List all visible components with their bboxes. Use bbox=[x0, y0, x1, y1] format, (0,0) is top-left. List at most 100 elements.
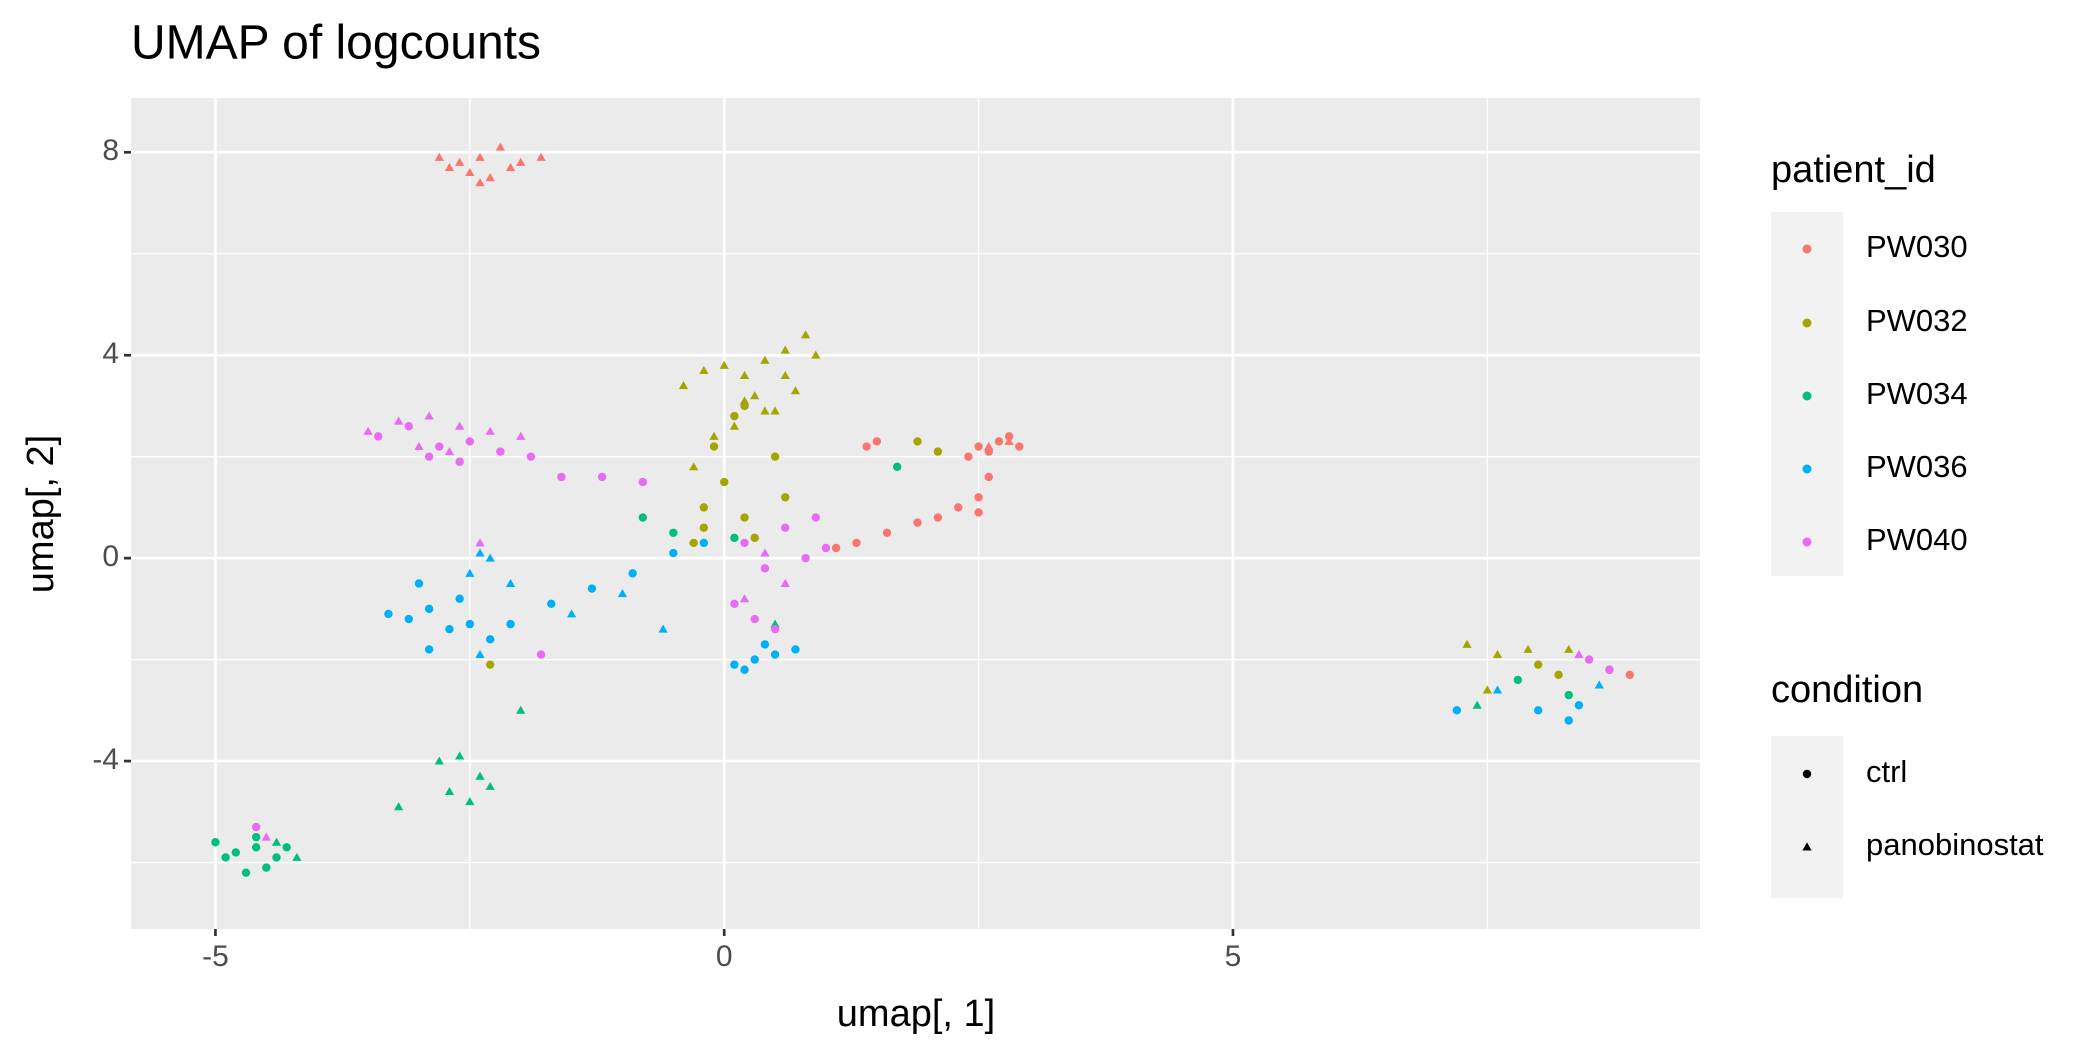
x-tick-label: -5 bbox=[202, 940, 229, 973]
point bbox=[913, 437, 922, 446]
point bbox=[1594, 680, 1604, 689]
point bbox=[211, 838, 220, 847]
y-tick-label: 8 bbox=[102, 134, 119, 167]
legend-key bbox=[1802, 537, 1812, 547]
point bbox=[750, 655, 759, 664]
point bbox=[475, 152, 485, 161]
point bbox=[465, 619, 475, 629]
point bbox=[740, 538, 749, 548]
point bbox=[444, 162, 455, 171]
point bbox=[485, 635, 495, 644]
grid bbox=[131, 98, 1700, 929]
point bbox=[669, 528, 678, 537]
point bbox=[282, 843, 291, 852]
point bbox=[913, 518, 922, 527]
point bbox=[465, 797, 475, 806]
shape-legend-key-background bbox=[1771, 736, 1843, 898]
point bbox=[485, 426, 495, 435]
point bbox=[1534, 706, 1543, 715]
point bbox=[699, 503, 709, 512]
point bbox=[750, 391, 760, 400]
x-tick-label: 5 bbox=[1225, 940, 1242, 973]
point bbox=[770, 619, 780, 628]
point bbox=[964, 452, 973, 461]
point bbox=[709, 442, 719, 451]
point bbox=[495, 142, 505, 151]
legend-key bbox=[1802, 464, 1812, 474]
point bbox=[516, 431, 526, 440]
point bbox=[801, 553, 810, 563]
point bbox=[760, 406, 770, 415]
legend-label: PW036 bbox=[1866, 449, 1968, 484]
plot-panel bbox=[131, 98, 1700, 929]
legend-title: patient_id bbox=[1771, 149, 1936, 191]
point bbox=[954, 503, 963, 512]
point bbox=[536, 152, 546, 161]
point bbox=[1513, 675, 1523, 685]
point bbox=[485, 553, 495, 562]
point bbox=[434, 756, 444, 765]
point bbox=[1534, 660, 1543, 669]
legend-label: PW032 bbox=[1866, 303, 1968, 338]
point bbox=[393, 416, 404, 425]
point bbox=[241, 868, 251, 877]
point bbox=[974, 442, 983, 451]
point bbox=[221, 853, 230, 862]
point bbox=[1472, 700, 1482, 709]
point bbox=[424, 645, 434, 654]
point bbox=[475, 649, 485, 659]
point bbox=[892, 462, 902, 472]
point bbox=[465, 437, 475, 446]
point bbox=[669, 548, 678, 558]
point bbox=[516, 157, 526, 166]
point bbox=[272, 853, 281, 862]
point bbox=[1015, 442, 1024, 451]
point bbox=[699, 538, 709, 548]
point bbox=[781, 523, 790, 532]
legend-key bbox=[1802, 842, 1812, 851]
point bbox=[374, 432, 383, 441]
point bbox=[526, 452, 536, 461]
point bbox=[780, 370, 790, 379]
point bbox=[760, 548, 770, 557]
point bbox=[1564, 644, 1574, 653]
point bbox=[536, 650, 546, 659]
point bbox=[465, 167, 475, 177]
point bbox=[730, 411, 739, 421]
point bbox=[444, 786, 455, 795]
point bbox=[730, 599, 739, 609]
point bbox=[1523, 644, 1533, 653]
point bbox=[455, 157, 465, 166]
point bbox=[597, 472, 607, 482]
legend-label: PW030 bbox=[1866, 229, 1968, 264]
point bbox=[1574, 701, 1584, 710]
point bbox=[261, 832, 271, 841]
point bbox=[770, 406, 780, 415]
y-tick-label: -4 bbox=[92, 743, 119, 776]
point bbox=[434, 152, 444, 161]
y-tick-label: 4 bbox=[102, 337, 119, 370]
point bbox=[505, 162, 516, 171]
y-axis-title: umap[, 2] bbox=[20, 435, 62, 593]
point bbox=[638, 513, 648, 522]
point bbox=[1462, 639, 1472, 648]
point bbox=[689, 462, 699, 471]
points bbox=[211, 142, 1634, 877]
point bbox=[475, 548, 485, 557]
point bbox=[414, 579, 424, 588]
point bbox=[485, 781, 495, 790]
point bbox=[821, 543, 831, 553]
point bbox=[831, 543, 841, 553]
point bbox=[557, 472, 566, 482]
point bbox=[566, 609, 577, 618]
legend-label: panobinostat bbox=[1866, 827, 2044, 862]
point bbox=[363, 426, 373, 435]
point bbox=[475, 178, 485, 187]
point bbox=[994, 437, 1004, 446]
point bbox=[455, 751, 465, 760]
point bbox=[1564, 690, 1573, 700]
point bbox=[506, 619, 515, 629]
point bbox=[404, 422, 413, 431]
point bbox=[1492, 685, 1503, 694]
